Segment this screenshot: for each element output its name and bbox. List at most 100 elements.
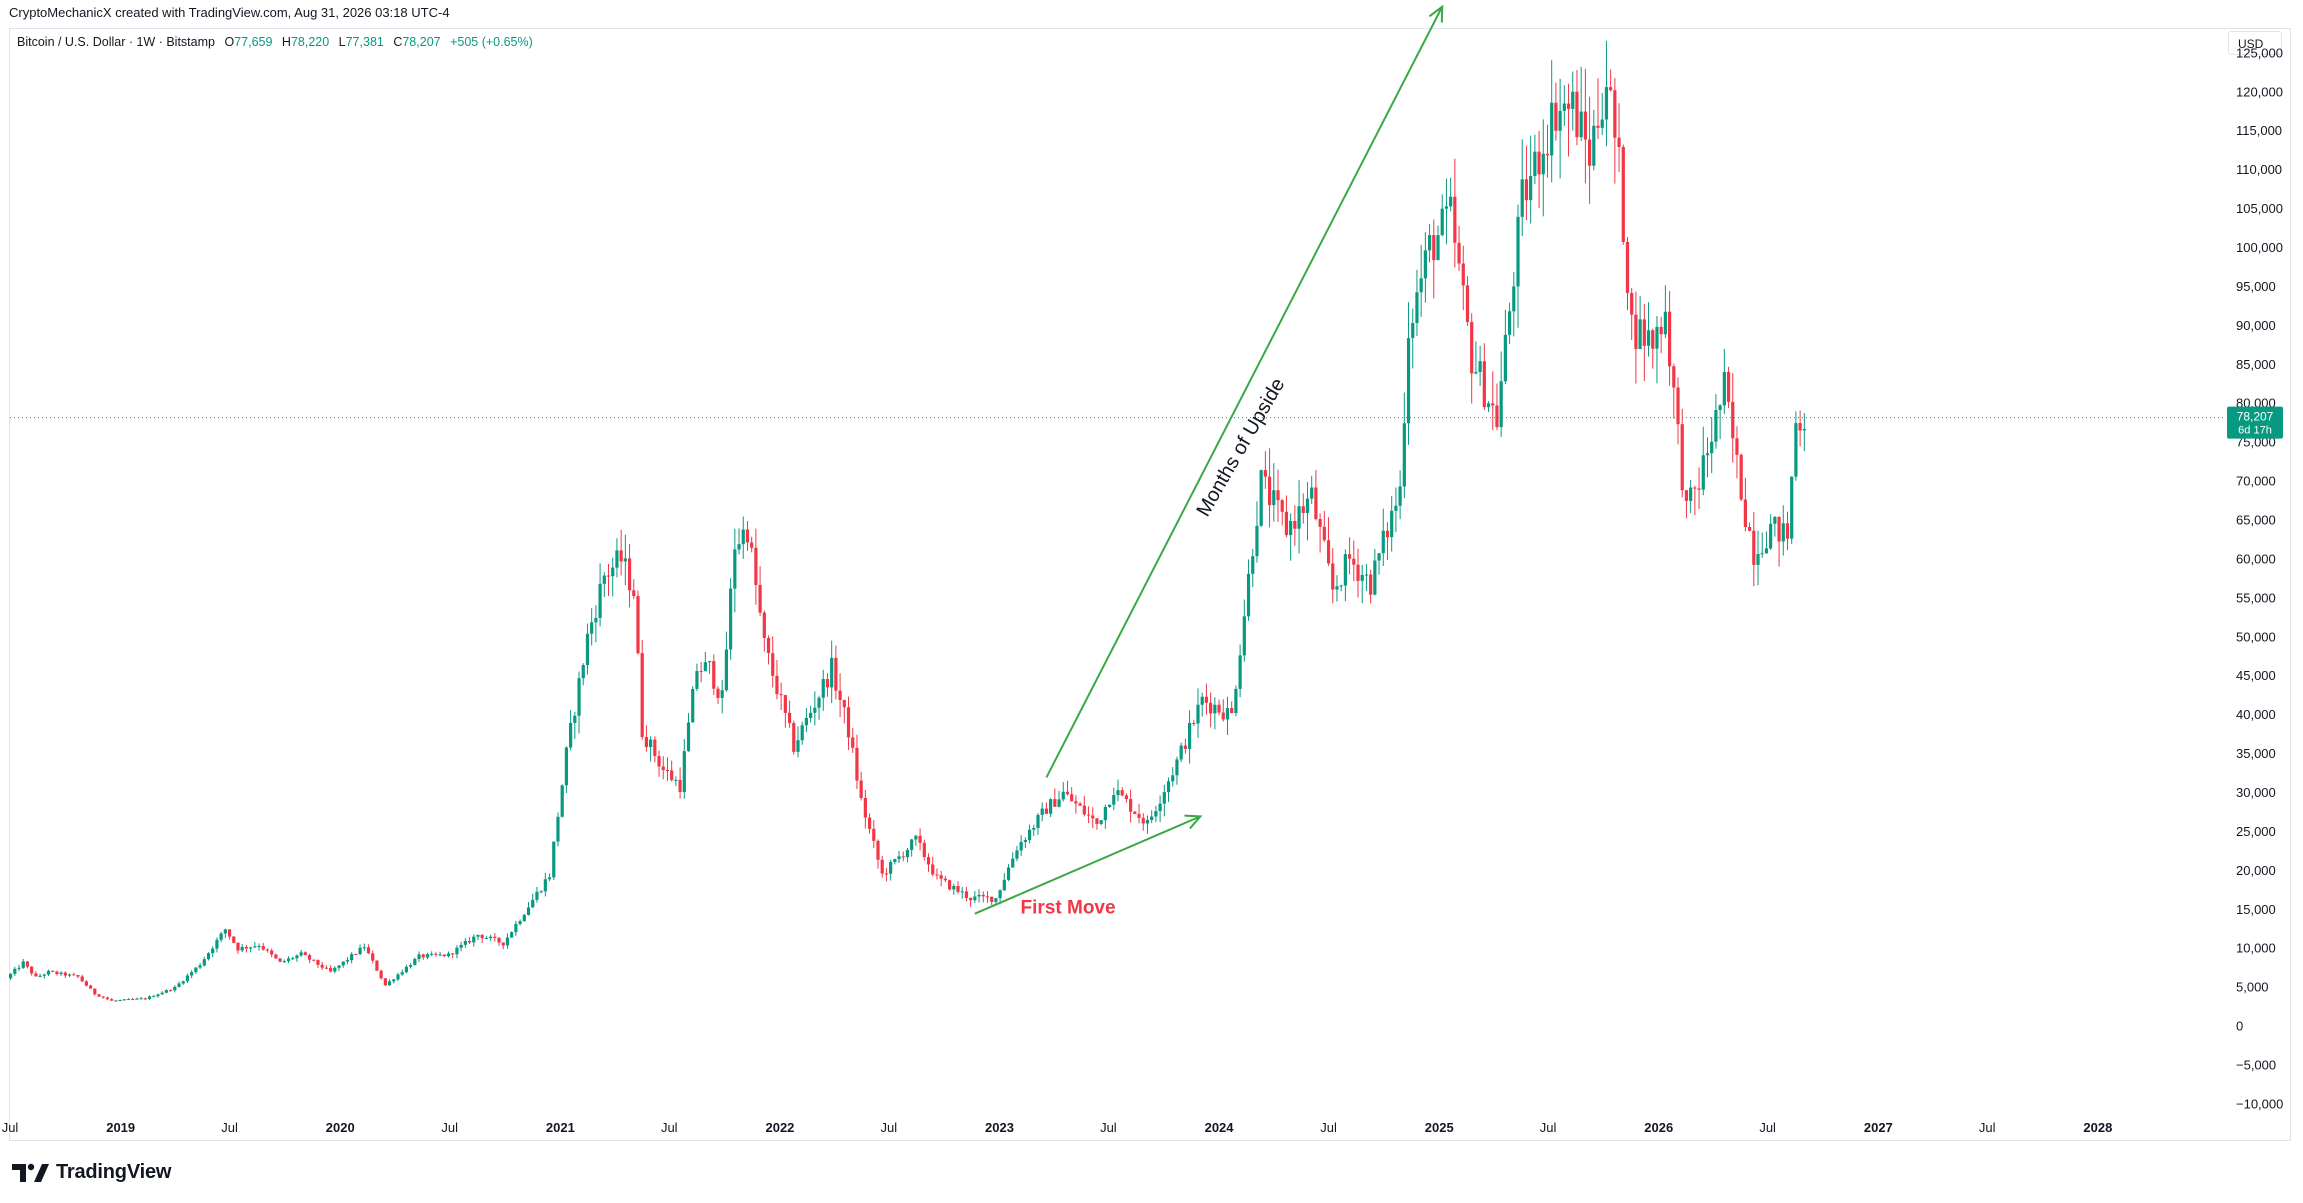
brand-name: TradingView (56, 1161, 172, 1183)
candle-body (1036, 814, 1040, 828)
candle-body (173, 986, 177, 991)
candle-body (699, 671, 703, 673)
candle-body (733, 549, 737, 589)
candle-body (1714, 410, 1718, 442)
candle-body (1790, 476, 1794, 539)
candle-body (1587, 139, 1592, 166)
candle-body (1680, 424, 1684, 491)
candle-body (1116, 790, 1120, 796)
currency-button[interactable]: USD (2228, 31, 2282, 55)
candle-body (1684, 490, 1689, 501)
candle-body (164, 990, 168, 993)
candle-body (72, 974, 76, 976)
candle-body (1491, 403, 1495, 406)
candle-body (1731, 401, 1735, 439)
candle-body (324, 967, 328, 969)
candle-body (185, 975, 190, 982)
candle-body (703, 662, 707, 672)
candle-body (897, 856, 901, 860)
candle-body (1301, 506, 1305, 514)
candle-body (459, 944, 463, 948)
x-tick-label: 2022 (765, 1120, 794, 1135)
close-label: C (393, 35, 403, 49)
candle-body (1162, 792, 1166, 804)
candle-body (686, 722, 691, 752)
candle-body (240, 946, 244, 951)
y-tick-label: 35,000 (2236, 746, 2276, 761)
candle-body (63, 972, 67, 976)
candle-body (501, 942, 505, 946)
candle-body (1613, 90, 1617, 138)
candle-body (1002, 879, 1006, 891)
candle-body (880, 859, 884, 874)
candle-body (1655, 326, 1659, 349)
candle-body (1112, 795, 1116, 805)
y-tick-label: 10,000 (2236, 941, 2276, 956)
y-tick-label: 85,000 (2236, 357, 2276, 372)
candle-body (1798, 423, 1802, 431)
candle-body (354, 954, 358, 956)
candle-body (1503, 334, 1507, 382)
candle-body (825, 679, 830, 688)
candle-body (766, 637, 771, 654)
candle-body (1187, 722, 1192, 749)
candle-body (627, 558, 632, 591)
candle-body (1019, 841, 1023, 851)
candle-body (1276, 490, 1280, 501)
candle-body (1175, 759, 1179, 776)
candle-body (497, 937, 501, 943)
y-tick-label: 120,000 (2236, 84, 2283, 99)
symbol-label[interactable]: Bitcoin / U.S. Dollar · 1W · Bitstamp (17, 35, 215, 49)
candle-body (362, 947, 366, 949)
candle-body (619, 550, 623, 562)
candle-body (1444, 206, 1449, 209)
candle-body (101, 996, 105, 998)
candle-body (573, 715, 577, 723)
candle-body (1339, 585, 1343, 587)
y-tick-label: 25,000 (2236, 824, 2276, 839)
x-tick-label: 2020 (326, 1120, 355, 1135)
candle-body (1436, 235, 1440, 261)
candle-body (1747, 527, 1752, 531)
candle-body (1659, 326, 1663, 335)
candle-body (1634, 314, 1638, 350)
candle-body (1390, 510, 1394, 538)
candle-body (926, 857, 931, 865)
x-tick-label: 2028 (2083, 1120, 2112, 1135)
candle-body (1107, 804, 1112, 807)
trend-arrow (1045, 4, 1444, 778)
candle-body (463, 940, 467, 945)
candle-body (969, 897, 973, 901)
candle-body (1082, 805, 1086, 815)
candle-body (998, 890, 1002, 899)
candle-body (1550, 102, 1554, 156)
candle-body (796, 740, 800, 752)
candle-body (375, 960, 379, 971)
candle-body (295, 955, 299, 959)
candle-body (1726, 372, 1731, 402)
candle-body (1461, 263, 1465, 286)
candle-body (1238, 655, 1242, 689)
candle-body (707, 661, 712, 663)
candle-body (800, 725, 804, 741)
candle-body (678, 779, 682, 793)
candle-body (518, 921, 522, 925)
candle-body (935, 874, 939, 876)
y-tick-label: 70,000 (2236, 474, 2276, 489)
candle-body (1120, 790, 1124, 796)
y-tick-label: 45,000 (2236, 668, 2276, 683)
candle-body (1600, 119, 1604, 128)
candle-body (215, 939, 219, 949)
candle-body (1507, 311, 1512, 335)
candle-body (1032, 827, 1036, 830)
candle-body (9, 973, 13, 979)
high-label: H (281, 35, 291, 49)
candle-body (1495, 405, 1499, 428)
candle-body (371, 953, 375, 961)
tradingview-logo[interactable]: TradingView (12, 1161, 171, 1184)
candle-body (1406, 338, 1411, 424)
candle-body (762, 612, 766, 638)
x-tick-label: Jul (1979, 1120, 1996, 1135)
candle-body (1086, 814, 1091, 816)
